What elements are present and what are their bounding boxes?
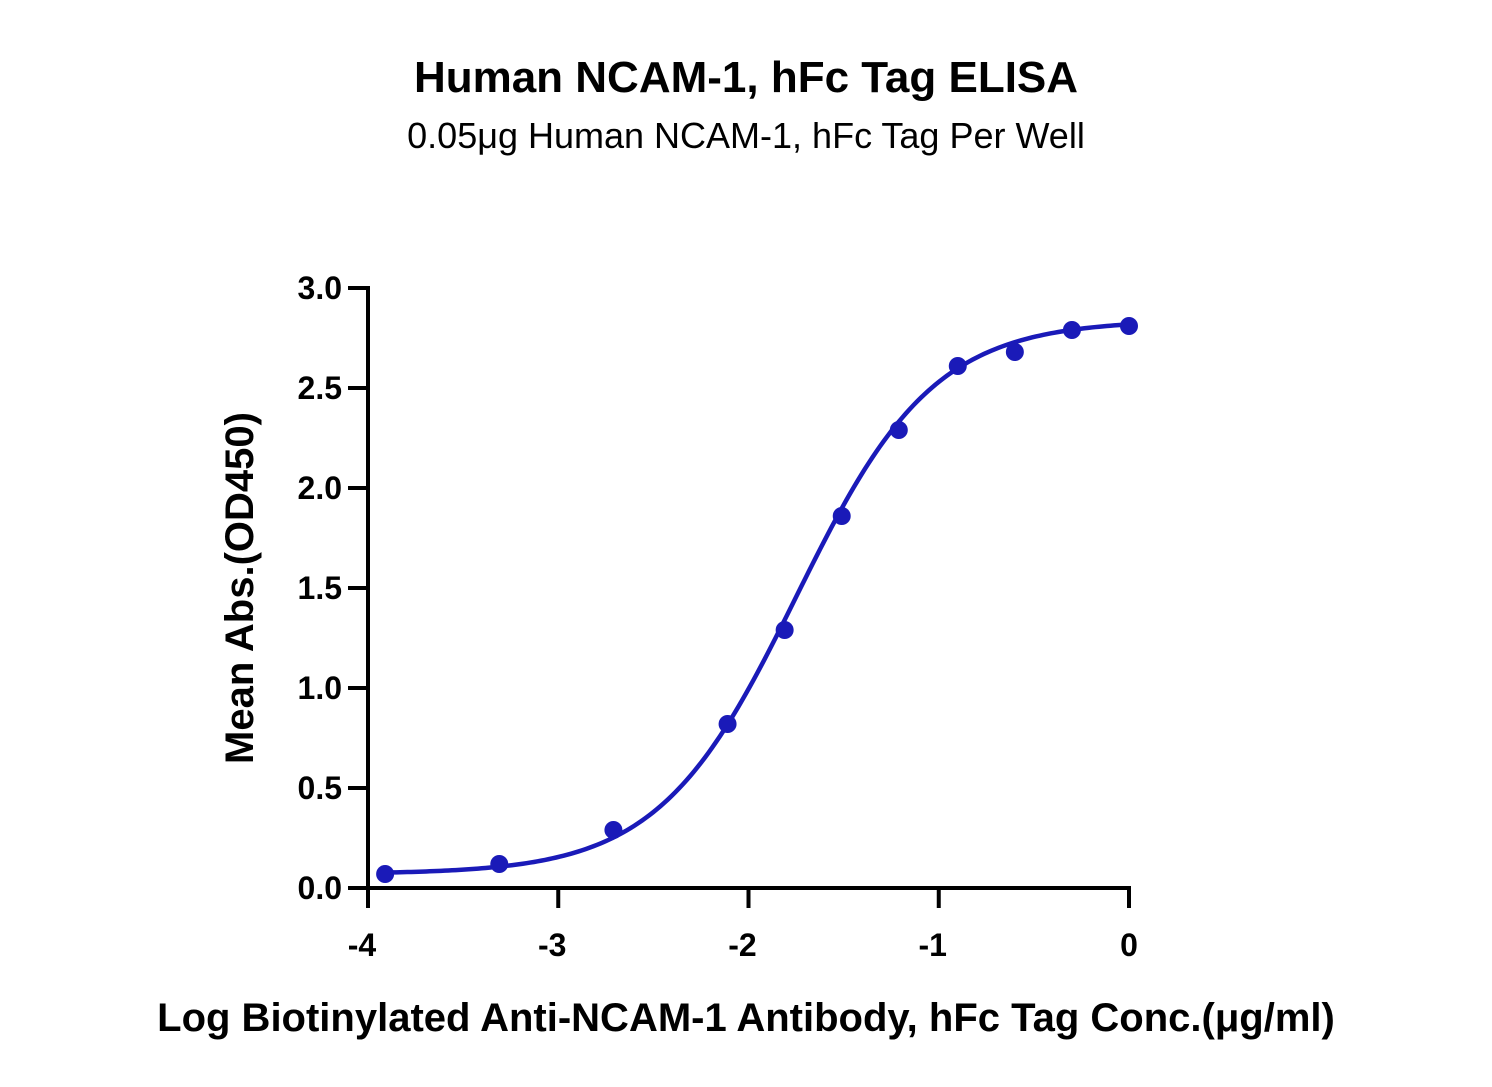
y-tick-label: 0.5 (298, 770, 342, 806)
data-point (1120, 317, 1138, 335)
data-point (832, 507, 851, 525)
fit-curve-line (385, 322, 1130, 875)
y-tick-label: 2.5 (298, 370, 342, 406)
x-tick-label: -2 (728, 927, 756, 963)
data-point (376, 865, 395, 883)
data-point (1005, 343, 1024, 361)
x-tick-label: 0 (1120, 927, 1138, 963)
chart-subtitle: 0.05μg Human NCAM-1, hFc Tag Per Well (407, 115, 1085, 156)
data-point (604, 821, 623, 839)
x-tick-label: -1 (919, 927, 947, 963)
y-axis-label: Mean Abs.(OD450) (218, 412, 262, 764)
fit-curve-layer (385, 322, 1130, 875)
data-point (1062, 321, 1081, 339)
x-tick-label: -4 (348, 927, 377, 963)
y-tick-label: 1.5 (298, 570, 342, 606)
data-points (376, 317, 1138, 883)
data-point (948, 357, 967, 375)
y-tick-label: 2.0 (298, 470, 342, 506)
data-point (490, 855, 509, 873)
data-point (775, 621, 794, 639)
y-tick-label: 1.0 (298, 670, 342, 706)
x-tick-label: -3 (538, 927, 566, 963)
y-tick-label: 0.0 (298, 870, 342, 906)
chart-title: Human NCAM-1, hFc Tag ELISA (413, 53, 1079, 102)
y-tick-label: 3.0 (298, 270, 342, 306)
data-point (718, 715, 737, 733)
data-point (889, 421, 908, 439)
axes: 0.0 0.5 1.0 1.5 2.0 2.5 3.0 -4 -3 -2 -1 0 (298, 270, 1138, 963)
x-axis-label: Log Biotinylated Anti-NCAM-1 Antibody, h… (157, 996, 1335, 1040)
